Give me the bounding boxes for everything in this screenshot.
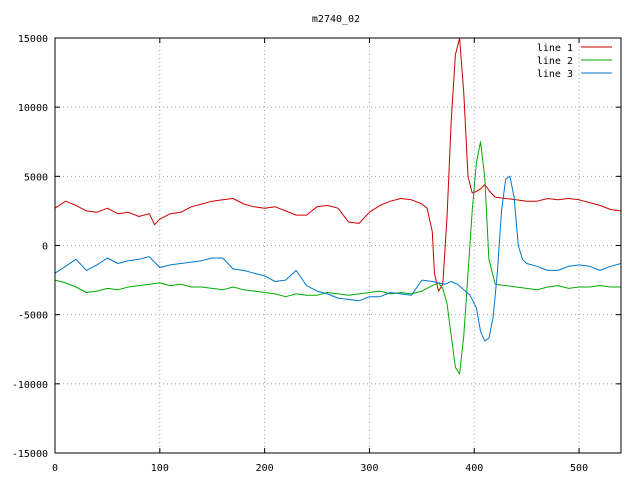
x-tick-label: 100	[151, 463, 169, 474]
chart-title: m2740_02	[312, 14, 360, 25]
legend-label: line 3	[537, 69, 573, 80]
y-tick-label: -10000	[12, 380, 48, 391]
grid-lines	[55, 38, 621, 453]
legend: line 1 line 2 line 3	[537, 43, 612, 80]
x-tick-label: 500	[570, 463, 588, 474]
series-line-1	[54, 37, 622, 292]
series-lines	[54, 37, 622, 375]
series-line-3	[54, 175, 622, 342]
x-tick-label: 0	[52, 463, 58, 474]
y-tick-label: -15000	[12, 449, 48, 460]
x-tick-label: 200	[256, 463, 274, 474]
y-tick-label: 5000	[24, 172, 48, 183]
y-tick-label: -5000	[18, 311, 48, 322]
legend-label: line 2	[537, 56, 573, 67]
y-tick-label: 0	[42, 242, 48, 253]
y-tick-label: 10000	[18, 103, 48, 114]
x-tick-label: 300	[360, 463, 378, 474]
series-line-2	[54, 141, 621, 375]
legend-label: line 1	[537, 43, 573, 54]
y-tick-label: 15000	[18, 34, 48, 45]
axis-ticks: 0 100 200 300 400 500 -15000 -10000 -5000 0 5000 10…	[12, 34, 621, 474]
x-tick-label: 400	[465, 463, 483, 474]
